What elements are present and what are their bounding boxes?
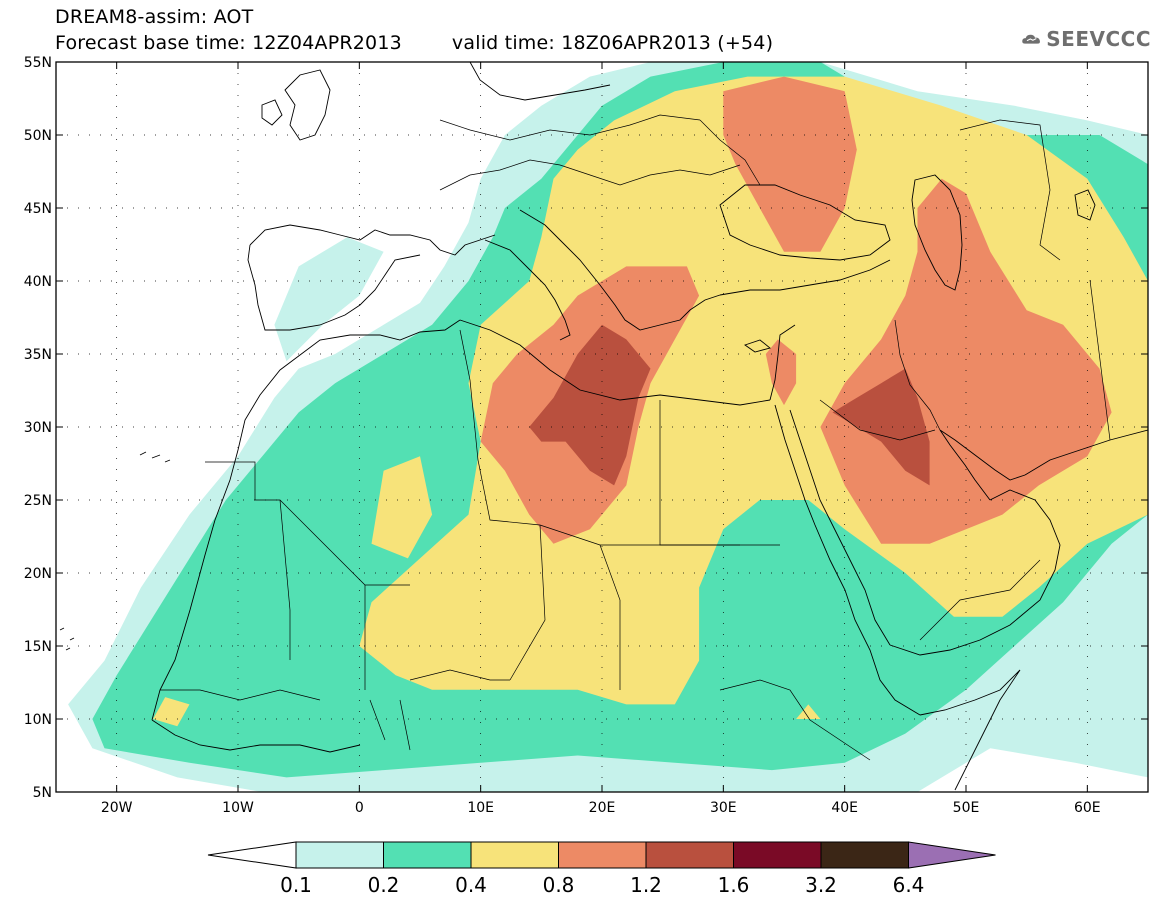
colorbar-segment (295, 841, 384, 869)
lat-lon-grid (56, 61, 1148, 793)
colorbar-label: 0.8 (543, 873, 575, 897)
coast-black-sea (719, 184, 891, 261)
map-border (55, 61, 1149, 793)
border-sudan-ethiopia (719, 679, 871, 761)
lat-tick-label: 45N (24, 201, 52, 217)
coast-north-africa (459, 319, 771, 406)
colorbar-segment (820, 841, 909, 869)
colorbar-segment (733, 841, 822, 869)
colorbar-label: 0.2 (368, 873, 400, 897)
colorbar-label: 1.6 (718, 873, 750, 897)
colorbar-label: 1.2 (630, 873, 662, 897)
border-iraq-iran (894, 319, 941, 431)
coast-baltic (469, 62, 611, 101)
border-saudi-yemen (919, 559, 1041, 641)
lon-tick-label: 40E (831, 800, 858, 816)
colorbar: 0.1 0.2 0.4 0.8 1.2 1.6 3.2 6.4 (207, 841, 996, 897)
lat-tick-label: 5N (33, 785, 52, 801)
aot-field-0-1 (274, 237, 384, 362)
lat-tick-label: 50N (24, 128, 52, 144)
colorbar-segment (645, 841, 734, 869)
lon-tick-label: 10W (222, 800, 254, 816)
coast-caspian (911, 174, 963, 291)
coast-canaries (139, 451, 171, 463)
coast-west-africa (151, 319, 461, 721)
lon-tick-label: 60E (1074, 800, 1101, 816)
lon-tick-label: 10E (467, 800, 494, 816)
coast-guinea (151, 719, 361, 753)
aot-field-2-2 (153, 697, 190, 727)
lon-tick-label: 20E (589, 800, 616, 816)
border-kazakh-russia (959, 119, 1061, 261)
coast-ireland (261, 99, 283, 126)
aot-fields (68, 62, 1148, 792)
lon-tick-label: 50E (953, 800, 980, 816)
coast-arabia-south (889, 489, 1061, 656)
colorbar-label: 0.4 (455, 873, 487, 897)
border-nigeria-niger (409, 669, 510, 681)
border-ukraine-russia (699, 119, 761, 186)
coast-horn-africa (919, 669, 1021, 791)
coast-levant (769, 324, 796, 401)
coast-aral (1074, 189, 1096, 221)
lon-tick-label: 30E (710, 800, 737, 816)
coast-cyprus (744, 339, 771, 353)
colorbar-arrow-high (908, 841, 996, 869)
cloud-icon (1022, 34, 1041, 44)
border-europe-1 (439, 159, 741, 191)
colorbar-segment (470, 841, 559, 869)
coast-cape-verde (59, 627, 75, 651)
lat-tick-label: 40N (24, 274, 52, 290)
aot-field-3-2 (765, 339, 797, 406)
coast-anatolia (719, 259, 891, 296)
lon-tick-label: 20W (101, 800, 133, 816)
colorbar-label: 0.1 (280, 873, 312, 897)
lat-tick-label: 35N (24, 347, 52, 363)
colorbar-label: 6.4 (893, 873, 925, 897)
coast-balkans-greece (519, 209, 721, 331)
seevccc-logo: SEEVCCC (1021, 22, 1151, 56)
lat-tick-label: 55N (24, 55, 52, 71)
coast-iberia (247, 244, 421, 331)
aot-field-4-0 (529, 324, 651, 486)
colorbar-segment (558, 841, 647, 869)
aot-field-2-1 (371, 456, 433, 559)
lat-tick-label: 20N (24, 566, 52, 582)
coast-persian-gulf (939, 429, 1026, 501)
lon-tick-label: 0 (355, 800, 364, 816)
border-west-africa (160, 689, 411, 751)
coast-italy (484, 239, 571, 341)
base-time: Forecast base time: 12Z04APR2013 (55, 32, 402, 54)
lat-tick-label: 10N (24, 712, 52, 728)
colorbar-label: 3.2 (805, 873, 837, 897)
title-line-2: Forecast base time: 12Z04APR2013 valid ti… (55, 32, 773, 54)
border-sahara-2 (279, 499, 366, 690)
aot-field-2-3 (796, 704, 821, 719)
border-iran-afghan (1089, 279, 1111, 441)
title-line-1: DREAM8-assim: AOT (55, 6, 254, 28)
border-chad-sudan (509, 524, 621, 690)
coast-red-sea-east (789, 409, 891, 646)
valid-time: valid time: 18Z06APR2013 (+54) (451, 32, 774, 54)
lat-tick-label: 25N (24, 493, 52, 509)
lat-tick-label: 30N (24, 420, 52, 436)
coast-iran-pakistan (1024, 429, 1148, 476)
border-europe-2 (439, 114, 701, 141)
border-saudi-iraq (819, 399, 936, 441)
colorbar-arrow-low (207, 841, 297, 869)
country-borders (160, 114, 1111, 761)
coastlines (59, 62, 1148, 791)
logo-text: SEEVCCC (1046, 27, 1151, 51)
coast-uk (284, 69, 331, 141)
coast-europe-west (249, 224, 496, 256)
coast-red-sea-west (774, 404, 921, 716)
colorbar-segment (383, 841, 472, 869)
border-algeria-libya (459, 329, 541, 526)
aot-field-3-1 (723, 76, 857, 252)
lat-tick-label: 15N (24, 639, 52, 655)
axis-ticks: 55N 50N 45N 40N 35N 30N 25N 20N 15N 10N 5N 20W 10W 0 1… (24, 55, 1148, 816)
